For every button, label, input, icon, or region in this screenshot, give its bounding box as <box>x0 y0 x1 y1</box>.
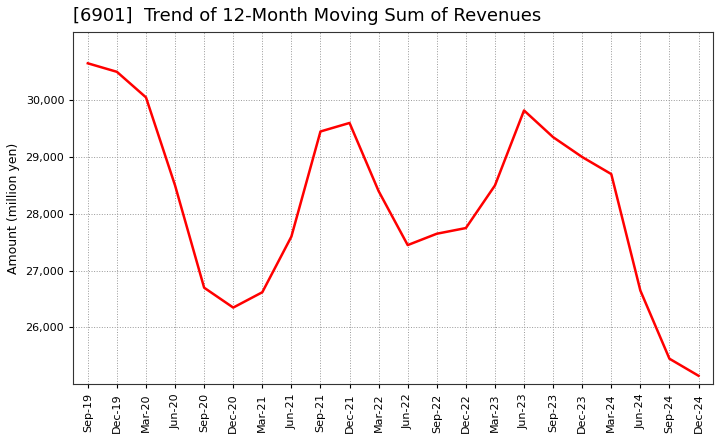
Text: [6901]  Trend of 12-Month Moving Sum of Revenues: [6901] Trend of 12-Month Moving Sum of R… <box>73 7 541 25</box>
Y-axis label: Amount (million yen): Amount (million yen) <box>7 143 20 274</box>
